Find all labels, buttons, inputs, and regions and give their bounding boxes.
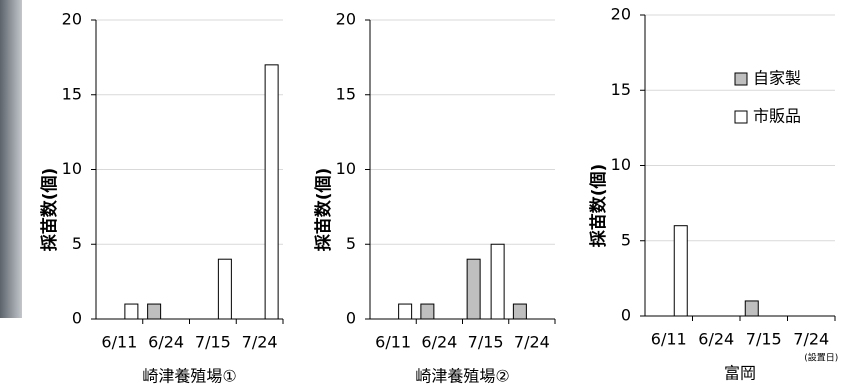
x-tick-label: 7/24: [793, 330, 829, 349]
legend-label: 市販品: [753, 107, 801, 126]
y-tick-label: 5: [346, 234, 356, 253]
bar: [398, 303, 413, 320]
y-tick-label: 10: [336, 159, 356, 178]
x-tick-label: 6/24: [148, 333, 184, 352]
y-tick-label: 20: [611, 5, 631, 24]
x-tick-label: 6/11: [101, 333, 137, 352]
x-axis-title: 富岡: [724, 364, 756, 383]
y-axis-title: 採苗数(個): [313, 168, 334, 252]
bar: [420, 303, 435, 320]
legend-label: 自家製: [753, 69, 801, 88]
bar: [744, 300, 759, 317]
y-tick-label: 20: [62, 10, 82, 29]
y-tick-label: 10: [611, 155, 631, 174]
bar: [147, 303, 162, 320]
y-tick-label: 0: [346, 309, 356, 328]
y-axis-title: 採苗数(個): [39, 168, 60, 252]
x-tick-label: 6/11: [375, 333, 411, 352]
x-tick-label: 7/24: [242, 333, 278, 352]
x-tick-label: 7/15: [468, 333, 504, 352]
bar: [466, 258, 481, 320]
bar: [673, 225, 688, 317]
y-tick-label: 5: [72, 234, 82, 253]
x-tick-label: 6/24: [421, 333, 457, 352]
x-tick-label: 6/11: [651, 330, 687, 349]
legend-swatch: [734, 72, 748, 86]
y-tick-label: 5: [621, 230, 631, 249]
bar: [217, 258, 232, 320]
x-tick-label: 7/24: [514, 333, 550, 352]
y-tick-label: 10: [62, 159, 82, 178]
annotation: (設置日): [804, 352, 838, 364]
x-axis-title: 崎津養殖場②: [415, 367, 509, 386]
bar: [264, 64, 279, 320]
y-tick-label: 15: [611, 80, 631, 99]
photo-texture: [0, 0, 22, 318]
y-tick-label: 20: [336, 10, 356, 29]
y-tick-label: 0: [621, 306, 631, 325]
bar: [490, 243, 505, 320]
x-tick-label: 6/24: [698, 330, 734, 349]
legend-swatch: [734, 110, 748, 124]
y-tick-label: 0: [72, 309, 82, 328]
x-tick-label: 7/15: [195, 333, 231, 352]
y-axis-title: 採苗数(個): [588, 164, 609, 248]
x-axis-title: 崎津養殖場①: [142, 367, 236, 386]
bar: [512, 303, 527, 320]
bar: [124, 303, 139, 320]
x-tick-label: 7/15: [746, 330, 782, 349]
y-tick-label: 15: [62, 84, 82, 103]
y-tick-label: 15: [336, 84, 356, 103]
